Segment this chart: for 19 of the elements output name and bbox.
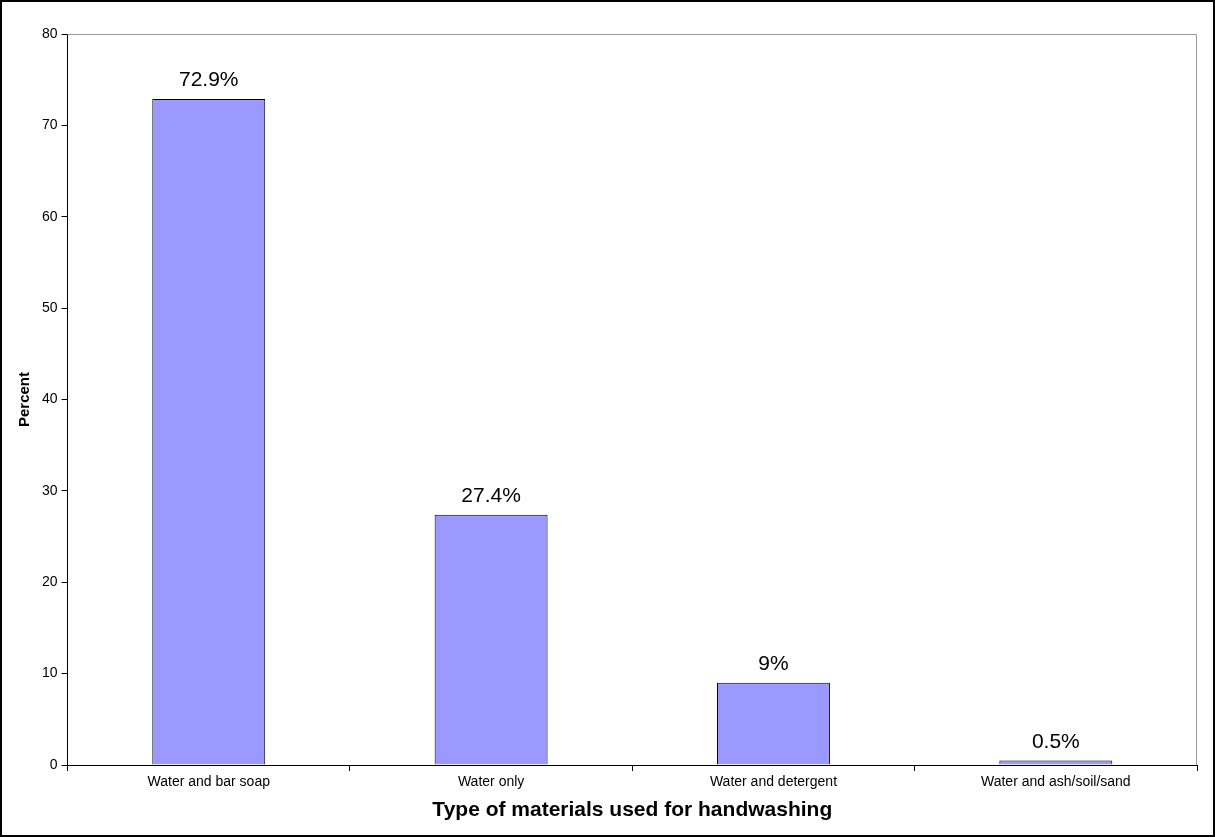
y-tick-label: 20 <box>41 573 58 590</box>
y-tick-label: 60 <box>41 207 58 224</box>
y-tick-label: 0 <box>49 755 58 772</box>
x-axis-title: Type of materials used for handwashing <box>432 797 833 821</box>
y-tick-label: 40 <box>41 390 58 407</box>
y-axis-title: Percent <box>15 371 33 428</box>
data-label: 72.9% <box>178 67 239 91</box>
x-tick-label: Water only <box>457 773 525 790</box>
y-tick-label: 80 <box>41 24 58 41</box>
y-tick-label: 30 <box>41 481 58 498</box>
data-label: 9% <box>758 651 789 675</box>
x-tick-label: Water and bar soap <box>147 773 271 790</box>
y-tick-label: 10 <box>41 664 58 681</box>
y-tick-label: 70 <box>41 116 58 133</box>
y-tick-label: 50 <box>41 298 58 315</box>
data-label: 27.4% <box>461 482 521 506</box>
x-tick-label: Water and ash/soil/sand <box>980 773 1131 790</box>
x-tick-label: Water and detergent <box>709 773 838 790</box>
data-label: 0.5% <box>1031 728 1080 752</box>
